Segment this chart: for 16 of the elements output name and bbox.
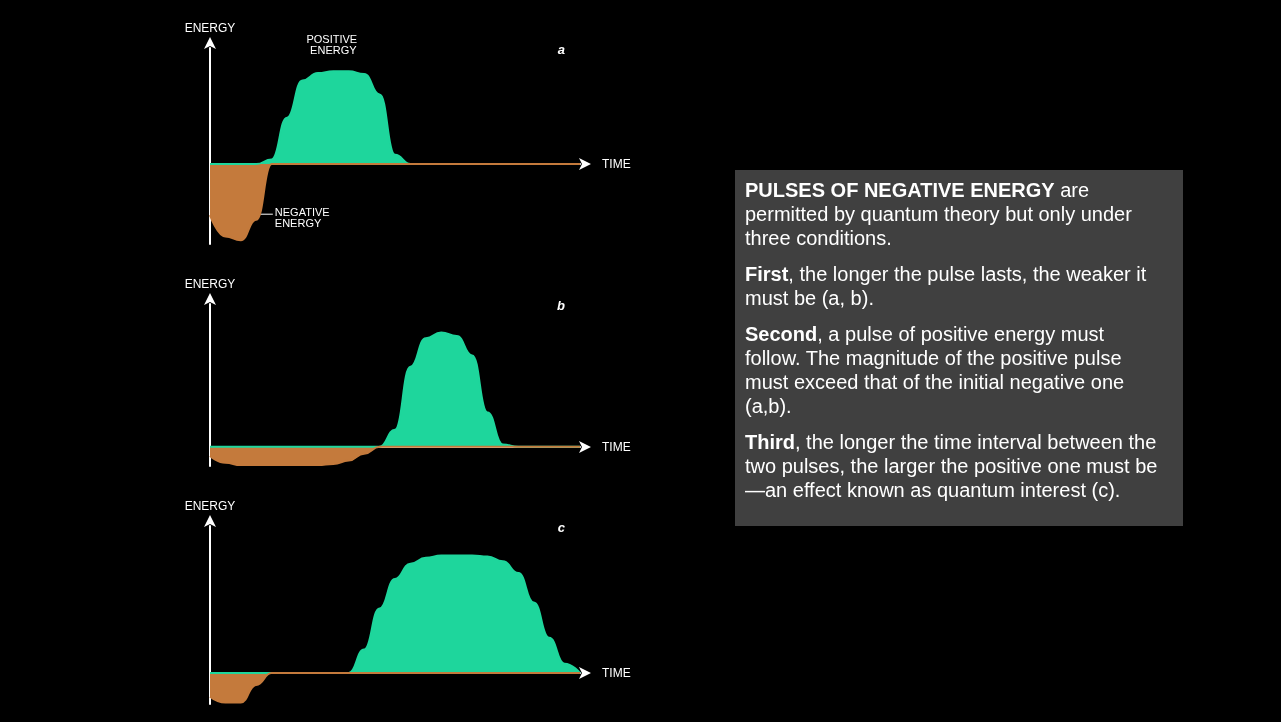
x-axis-title: TIME xyxy=(602,157,631,172)
text: PULSES OF NEGATIVE ENERGY xyxy=(745,179,1055,201)
chart-title: c xyxy=(557,520,566,535)
text: Third, the longer the time interval between the two pulses, the larger the positive one must be—an effect known as quantum interest (c). xyxy=(745,430,1159,502)
chart-title: b xyxy=(557,298,566,313)
text: Second, a pulse of positive energy must follow. The magnitude of the positive pulse must exceed that of the initial negative one (a,b). xyxy=(745,322,1126,418)
y-axis-title: ENERGY xyxy=(184,277,236,291)
y-axis-title: ENERGY xyxy=(184,499,236,513)
text: NEGATIVE xyxy=(274,205,330,218)
chart-title: a xyxy=(557,42,565,57)
x-axis-title: TIME xyxy=(602,666,631,681)
text: First, the longer the pulse lasts, the weaker it must be (a, b). xyxy=(745,262,1148,310)
text: POSITIVE ENERGY xyxy=(306,32,361,56)
text: ENERGY xyxy=(184,21,236,35)
y-axis-title: ENERGY xyxy=(274,216,322,229)
x-axis-title: TIME xyxy=(602,439,631,454)
